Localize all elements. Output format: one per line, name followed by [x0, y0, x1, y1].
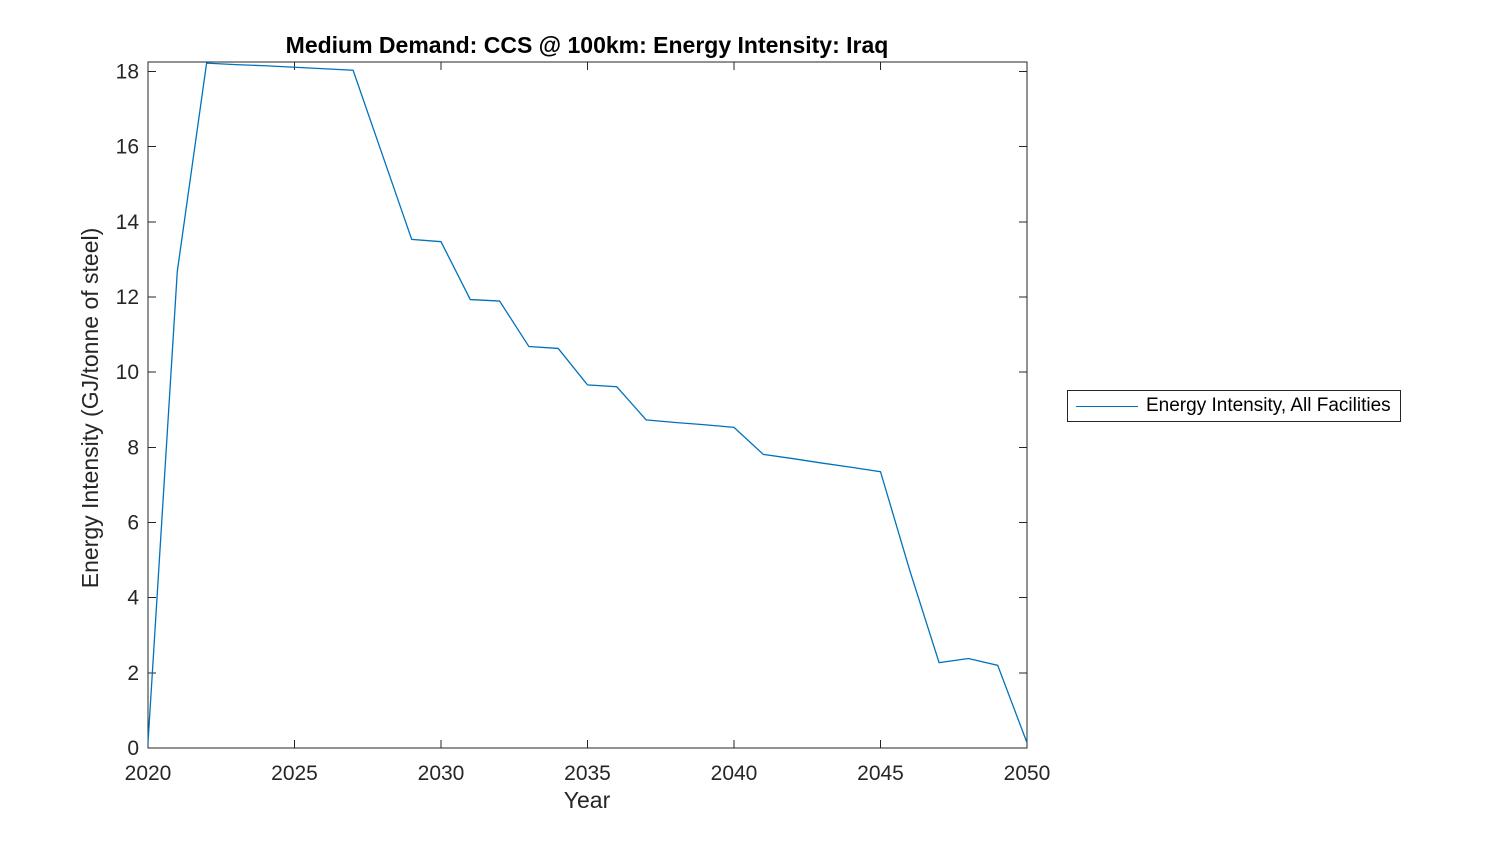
- y-tick-label: 18: [116, 60, 139, 83]
- y-tick-label: 2: [127, 662, 139, 685]
- x-tick-label: 2045: [857, 762, 904, 785]
- y-tick-label: 6: [127, 511, 139, 534]
- series-line: [147, 62, 1028, 743]
- x-tick-label: 2020: [125, 762, 172, 785]
- y-tick-label: 12: [116, 286, 139, 309]
- y-tick-label: 8: [127, 436, 139, 459]
- x-tick-label: 2040: [711, 762, 758, 785]
- y-tick-label: 16: [116, 136, 139, 159]
- x-tick-label: 2050: [1004, 762, 1051, 785]
- chart-title: Medium Demand: CCS @ 100km: Energy Inten…: [286, 32, 889, 58]
- legend-line-sample: [1076, 405, 1138, 407]
- x-tick-label: 2035: [564, 762, 611, 785]
- axes-layer: 2020 2025 2030 2035 2040 2045 2050 0 2 4 6 8 10 12 14 1…: [116, 60, 1051, 785]
- legend-entry-label: Energy Intensity, All Facilities: [1146, 395, 1391, 416]
- y-tick-label: 0: [127, 737, 139, 760]
- legend: Energy Intensity, All Facilities: [1067, 390, 1401, 422]
- y-axis-label: Energy Intensity (GJ/tonne of steel): [77, 228, 103, 589]
- x-axis-label: Year: [564, 787, 611, 813]
- y-tick-label: 10: [116, 361, 139, 384]
- x-tick-label: 2030: [418, 762, 465, 785]
- plot-box: [147, 61, 1028, 749]
- y-tick-label: 14: [116, 211, 140, 234]
- x-tick-label: 2025: [271, 762, 318, 785]
- y-tick-label: 4: [127, 587, 139, 610]
